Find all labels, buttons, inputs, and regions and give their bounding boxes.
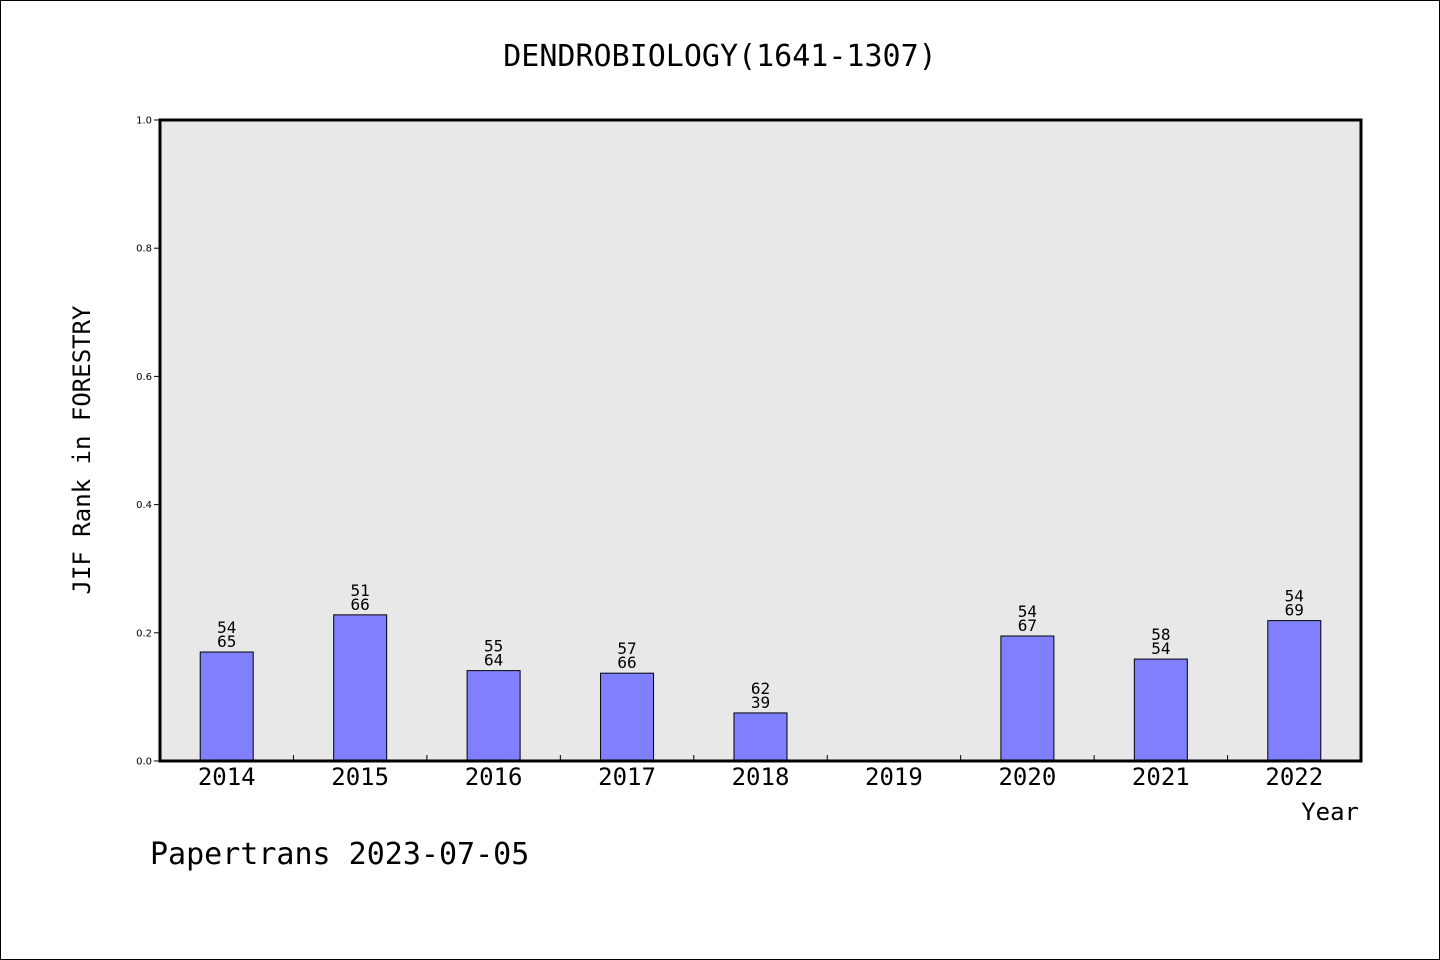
- chart-title: DENDROBIOLOGY(1641-1307): [503, 39, 936, 74]
- x-axis: 2014 2015 2016 2017 2018 2019 2020 2021 2022: [198, 755, 1323, 791]
- footer-watermark: Papertrans 2023-07-05: [150, 837, 529, 872]
- bar: [1000, 635, 1055, 762]
- bar: [466, 670, 521, 762]
- bar-label-bottom: 66: [617, 653, 636, 672]
- x-axis-label: Year: [1301, 798, 1359, 826]
- bar-label-top: 54: [1018, 602, 1037, 621]
- bar-label-top: 62: [751, 679, 770, 698]
- bar-label-top: 54: [1285, 587, 1304, 606]
- bar-label-bottom: 67: [1018, 616, 1037, 635]
- bar-label-bottom: 54: [1151, 639, 1170, 658]
- bar-label-top: 51: [351, 581, 370, 600]
- y-tick-label: 0.0: [136, 757, 152, 768]
- y-axis-label: JIF Rank in FORESTRY: [68, 305, 96, 595]
- bar-label-top: 58: [1151, 625, 1170, 644]
- bar: [1267, 620, 1322, 762]
- bar-label-top: 57: [617, 639, 636, 658]
- x-tick-label: 2017: [598, 763, 656, 791]
- x-tick-label: 2021: [1132, 763, 1190, 791]
- y-tick-label: 1.0: [136, 116, 152, 127]
- bar-label-bottom: 69: [1285, 601, 1304, 620]
- bars-group: [199, 614, 1322, 762]
- bar-label-bottom: 66: [351, 595, 370, 614]
- bar: [1133, 658, 1188, 762]
- x-tick-label: 2018: [732, 763, 790, 791]
- bar: [733, 712, 788, 762]
- bar-label-top: 54: [217, 618, 236, 637]
- x-tick-label: 2015: [331, 763, 389, 791]
- y-tick-label: 0.8: [136, 244, 152, 255]
- x-tick-label: 2022: [1265, 763, 1323, 791]
- bar-label-bottom: 65: [217, 632, 236, 651]
- bar: [600, 672, 655, 762]
- x-tick-label: 2020: [998, 763, 1056, 791]
- y-axis: 0.0 0.2 0.4 0.6 0.8 1.0: [136, 116, 160, 768]
- bar: [199, 651, 254, 762]
- plot-border: [158, 118, 1363, 763]
- x-tick-label: 2019: [865, 763, 923, 791]
- bar-label-bottom: 64: [484, 651, 503, 670]
- y-tick-label: 0.6: [136, 372, 152, 383]
- bar-label-top: 55: [484, 637, 503, 656]
- x-tick-label: 2014: [198, 763, 256, 791]
- y-tick-label: 0.4: [136, 500, 152, 511]
- bar-label-bottom: 39: [751, 693, 770, 712]
- y-tick-label: 0.2: [136, 628, 152, 639]
- bar: [333, 614, 388, 762]
- x-tick-label: 2016: [465, 763, 523, 791]
